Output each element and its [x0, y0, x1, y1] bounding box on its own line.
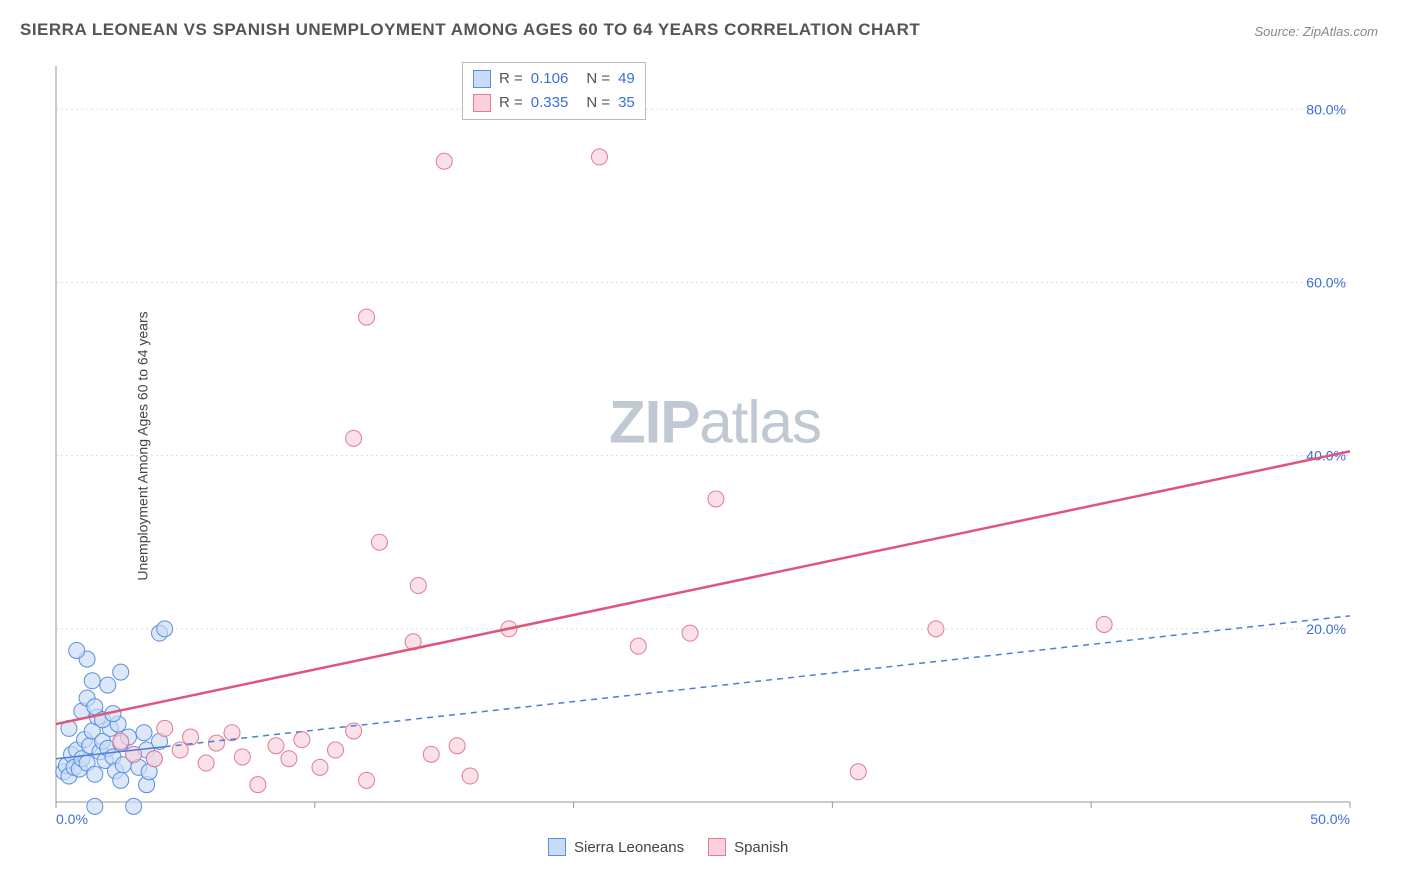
legend-swatch — [473, 70, 491, 88]
data-point — [928, 621, 944, 637]
legend-swatch — [708, 838, 726, 856]
data-point — [1096, 616, 1112, 632]
data-point — [591, 149, 607, 165]
correlation-legend-row: R = 0.106 N = 49 — [473, 67, 635, 91]
data-point — [268, 738, 284, 754]
legend-n-value: 35 — [618, 91, 635, 115]
legend-r-label: R = — [499, 67, 523, 91]
correlation-legend: R = 0.106 N = 49 R = 0.335 N = 35 — [462, 62, 646, 120]
data-point — [84, 673, 100, 689]
legend-n-label: N = — [586, 91, 610, 115]
svg-text:50.0%: 50.0% — [1310, 811, 1350, 827]
data-point — [183, 729, 199, 745]
chart-container: SIERRA LEONEAN VS SPANISH UNEMPLOYMENT A… — [0, 0, 1406, 892]
data-point — [423, 746, 439, 762]
data-point — [328, 742, 344, 758]
data-point — [157, 621, 173, 637]
trend-line-extrapolated — [165, 616, 1350, 747]
series-legend-item: Sierra Leoneans — [548, 838, 684, 856]
data-point — [346, 430, 362, 446]
plot-area: 20.0%40.0%60.0%80.0%0.0%50.0% ZIPatlas — [50, 60, 1380, 830]
data-point — [462, 768, 478, 784]
data-point — [359, 772, 375, 788]
data-point — [436, 153, 452, 169]
data-point — [208, 735, 224, 751]
data-point — [113, 664, 129, 680]
data-point — [410, 578, 426, 594]
data-point — [449, 738, 465, 754]
data-point — [294, 732, 310, 748]
source-attribution: Source: ZipAtlas.com — [1254, 24, 1378, 39]
data-point — [281, 751, 297, 767]
series-legend: Sierra Leoneans Spanish — [548, 838, 788, 856]
legend-swatch — [548, 838, 566, 856]
data-point — [87, 798, 103, 814]
data-point — [157, 720, 173, 736]
data-point — [113, 772, 129, 788]
data-point — [146, 751, 162, 767]
svg-text:0.0%: 0.0% — [56, 811, 88, 827]
data-point — [708, 491, 724, 507]
data-point — [100, 677, 116, 693]
series-legend-label: Sierra Leoneans — [574, 839, 684, 856]
svg-text:80.0%: 80.0% — [1306, 101, 1346, 117]
svg-text:20.0%: 20.0% — [1306, 621, 1346, 637]
legend-r-value: 0.335 — [531, 91, 569, 115]
series-legend-label: Spanish — [734, 839, 788, 856]
legend-r-value: 0.106 — [531, 67, 569, 91]
series-legend-item: Spanish — [708, 838, 788, 856]
data-point — [850, 764, 866, 780]
data-point — [312, 759, 328, 775]
data-point — [682, 625, 698, 641]
data-point — [136, 725, 152, 741]
data-point — [372, 534, 388, 550]
legend-swatch — [473, 94, 491, 112]
data-point — [234, 749, 250, 765]
data-point — [250, 777, 266, 793]
data-point — [198, 755, 214, 771]
data-point — [69, 642, 85, 658]
trend-line — [56, 451, 1350, 724]
legend-n-value: 49 — [618, 67, 635, 91]
svg-text:60.0%: 60.0% — [1306, 274, 1346, 290]
chart-title: SIERRA LEONEAN VS SPANISH UNEMPLOYMENT A… — [20, 20, 920, 40]
data-point — [113, 733, 129, 749]
data-point — [87, 766, 103, 782]
correlation-legend-row: R = 0.335 N = 35 — [473, 91, 635, 115]
data-point — [126, 798, 142, 814]
legend-n-label: N = — [586, 67, 610, 91]
data-point — [224, 725, 240, 741]
data-point — [359, 309, 375, 325]
legend-r-label: R = — [499, 91, 523, 115]
data-point — [630, 638, 646, 654]
scatter-plot-svg: 20.0%40.0%60.0%80.0%0.0%50.0% — [50, 60, 1380, 830]
